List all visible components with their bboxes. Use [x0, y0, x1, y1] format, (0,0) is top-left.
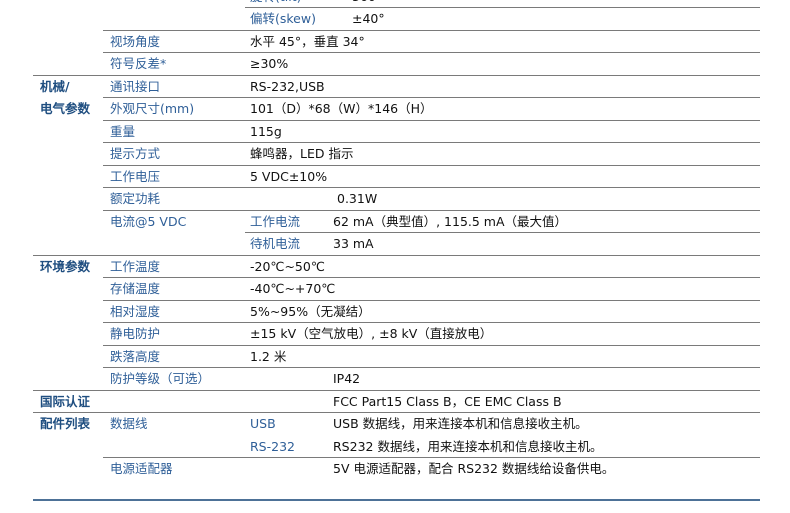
bottom-rule — [33, 499, 760, 501]
table-row: 工作电压 5 VDC±10% — [33, 165, 760, 188]
row-divider — [33, 390, 760, 391]
spec-value: FCC Part15 Class B，CE EMC Class B — [333, 394, 562, 409]
spec-label: 外观尺寸(mm) — [110, 101, 195, 116]
spec-value: IP42 — [333, 371, 361, 386]
row-divider — [33, 75, 760, 76]
spec-sublabel: RS-232 — [250, 439, 295, 454]
spec-value: -20℃~50℃ — [250, 259, 325, 274]
spec-value: ±40° — [352, 11, 385, 26]
row-divider — [103, 345, 760, 346]
spec-label: 额定功耗 — [110, 191, 161, 206]
category-label: 环境参数 — [40, 259, 91, 274]
spec-value: ±15 kV（空气放电）, ±8 kV（直接放电） — [250, 326, 493, 341]
row-divider — [103, 165, 760, 166]
row-divider — [245, 7, 760, 8]
row-divider — [103, 52, 760, 53]
row-divider — [103, 97, 760, 98]
table-row: 机械/通讯接口 RS-232,USB — [33, 75, 760, 98]
spec-value: RS232 数据线，用来连接本机和信息接收主机。 — [333, 439, 603, 454]
table-row: 电源适配器 5V 电源适配器，配合 RS232 数据线给设备供电。 — [33, 457, 760, 480]
spec-label: 提示方式 — [110, 146, 161, 161]
table-row: 偏转(skew) ±40° — [33, 7, 760, 30]
spec-label: 工作电压 — [110, 169, 161, 184]
spec-value: 33 mA — [333, 236, 374, 251]
spec-label: 视场角度 — [110, 34, 161, 49]
row-divider — [103, 142, 760, 143]
row-divider — [245, 232, 760, 233]
table-row: 环境参数 工作温度 -20℃~50℃ — [33, 255, 760, 278]
row-divider — [103, 187, 760, 188]
spec-label: 通讯接口 — [110, 79, 161, 94]
table-row: 重量 115g — [33, 120, 760, 143]
table-row: 相对湿度 5%~95%（无凝结） — [33, 300, 760, 323]
table-row: 防护等级（可选） IP42 — [33, 367, 760, 390]
row-divider — [103, 300, 760, 301]
spec-value: 115g — [250, 124, 282, 139]
spec-sublabel: 旋转(tilt) — [250, 0, 302, 4]
row-divider — [103, 322, 760, 323]
spec-label: 防护等级（可选） — [110, 371, 211, 386]
category-label: 国际认证 — [40, 394, 91, 409]
category-label: 机械/ — [40, 79, 70, 94]
spec-value: 水平 45°，垂直 34° — [250, 34, 365, 49]
spec-value: 5%~95%（无凝结） — [250, 304, 371, 319]
row-divider — [103, 30, 760, 31]
row-divider — [33, 255, 760, 256]
spec-value: 101（D）*68（W）*146（H） — [250, 101, 433, 116]
spec-sublabel: 待机电流 — [250, 236, 301, 251]
row-divider — [103, 367, 760, 368]
row-divider — [33, 412, 760, 413]
row-divider — [103, 277, 760, 278]
spec-label: 相对湿度 — [110, 304, 161, 319]
spec-label: 数据线 — [110, 416, 148, 431]
table-row: 旋转(tilt) 360° — [33, 0, 760, 8]
row-divider — [103, 457, 760, 458]
spec-label: 电流@5 VDC — [110, 214, 187, 229]
spec-value: RS-232,USB — [250, 79, 325, 94]
spec-value: 5V 电源适配器，配合 RS232 数据线给设备供电。 — [333, 461, 615, 476]
table-row: 国际认证 FCC Part15 Class B，CE EMC Class B — [33, 390, 760, 413]
spec-value: 0.31W — [337, 191, 378, 206]
spec-value: -40℃~+70℃ — [250, 281, 336, 296]
table-row: 电流@5 VDC 工作电流 62 mA（典型值）, 115.5 mA（最大值） — [33, 210, 760, 233]
spec-label: 跌落高度 — [110, 349, 161, 364]
spec-value: ≥30% — [250, 56, 289, 71]
table-row: 提示方式 蜂鸣器，LED 指示 — [33, 142, 760, 165]
spec-label: 静电防护 — [110, 326, 161, 341]
spec-label: 符号反差* — [110, 56, 167, 71]
spec-sublabel: 偏转(skew) — [250, 11, 316, 26]
spec-label: 存储温度 — [110, 281, 161, 296]
spec-label: 重量 — [110, 124, 136, 139]
table-row: 电气参数 外观尺寸(mm) 101（D）*68（W）*146（H） — [33, 97, 760, 120]
spec-value: 1.2 米 — [250, 349, 287, 364]
row-divider — [103, 210, 760, 211]
spec-sublabel: USB — [250, 416, 276, 431]
table-row: 存储温度 -40℃~+70℃ — [33, 277, 760, 300]
table-row: 跌落高度 1.2 米 — [33, 345, 760, 368]
table-row: 待机电流 33 mA — [33, 232, 760, 255]
row-divider — [103, 120, 760, 121]
spec-label: 电源适配器 — [110, 461, 173, 476]
table-row: RS-232 RS232 数据线，用来连接本机和信息接收主机。 — [33, 435, 760, 458]
spec-label: 工作温度 — [110, 259, 161, 274]
category-label: 电气参数 — [40, 101, 91, 116]
spec-sublabel: 工作电流 — [250, 214, 301, 229]
spec-value: 62 mA（典型值）, 115.5 mA（最大值） — [333, 214, 568, 229]
table-row: 配件列表 数据线 USB USB 数据线，用来连接本机和信息接收主机。 — [33, 412, 760, 435]
table-row: 符号反差* ≥30% — [33, 52, 760, 75]
spec-value: 5 VDC±10% — [250, 169, 328, 184]
spec-value: 360° — [352, 0, 382, 4]
table-row: 额定功耗 0.31W — [33, 187, 760, 210]
table-row: 静电防护 ±15 kV（空气放电）, ±8 kV（直接放电） — [33, 322, 760, 345]
table-row: 视场角度 水平 45°，垂直 34° — [33, 30, 760, 53]
category-label: 配件列表 — [40, 416, 91, 431]
spec-value: 蜂鸣器，LED 指示 — [250, 146, 354, 161]
spec-value: USB 数据线，用来连接本机和信息接收主机。 — [333, 416, 588, 431]
